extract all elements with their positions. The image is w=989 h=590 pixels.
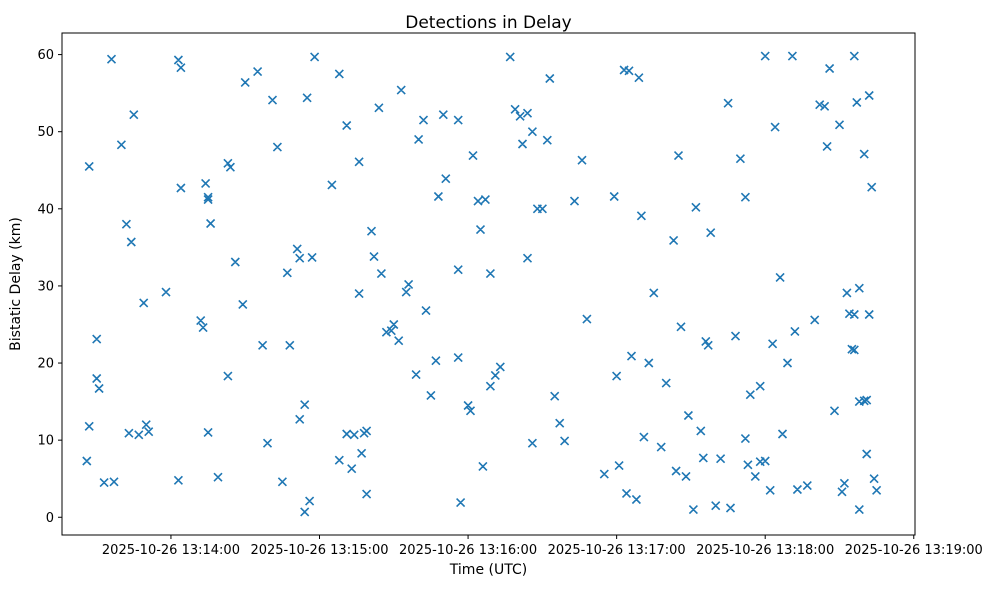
chart-title: Detections in Delay — [405, 13, 572, 33]
x-tick-label: 2025-10-26 13:16:00 — [399, 543, 537, 558]
axes-spines — [61, 32, 916, 536]
scatter-series — [82, 51, 882, 517]
x-tick-label: 2025-10-26 13:18:00 — [696, 543, 834, 558]
y-tick-label: 40 — [37, 202, 54, 217]
y-tick-label: 60 — [37, 48, 54, 63]
y-axis-label: Bistatic Delay (km) — [8, 217, 24, 351]
x-tick-label: 2025-10-26 13:19:00 — [845, 543, 983, 558]
y-tick-label: 20 — [37, 357, 54, 372]
y-tick-label: 0 — [46, 511, 54, 526]
x-tick-label: 2025-10-26 13:17:00 — [548, 543, 686, 558]
x-tick-label: 2025-10-26 13:15:00 — [250, 543, 388, 558]
y-tick-label: 50 — [37, 125, 54, 140]
x-tick-label: 2025-10-26 13:14:00 — [102, 543, 240, 558]
x-axis-label: Time (UTC) — [449, 562, 528, 578]
y-tick-label: 10 — [37, 434, 54, 449]
y-tick-label: 30 — [37, 279, 54, 294]
